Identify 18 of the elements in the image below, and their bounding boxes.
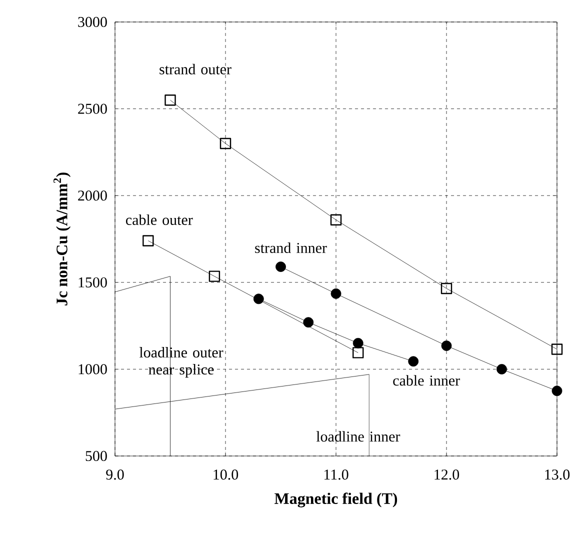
x-tick-label: 11.0 xyxy=(324,470,348,480)
x-axis-title: Magnetic field (T) xyxy=(274,492,398,508)
series-label: loadline inner xyxy=(316,431,400,442)
series-label: cable inner xyxy=(393,375,460,386)
y-tick-label: 3000 xyxy=(78,16,107,28)
y-tick-label: 500 xyxy=(86,450,107,462)
x-tick-label: 9.0 xyxy=(106,470,124,480)
y-tick-label: 1000 xyxy=(78,364,107,374)
y-tick-label: 1500 xyxy=(78,277,107,288)
x-tick-label: 10.0 xyxy=(214,470,238,480)
y-tick-label: 2000 xyxy=(78,190,107,201)
x-tick-label: 12.0 xyxy=(434,470,460,480)
series-label: strand inner xyxy=(255,242,327,254)
y-axis-title: Jc non-Cu (A/mm$^{2}$) xyxy=(54,172,71,306)
series-label: strand outer xyxy=(160,64,232,74)
series-label: cable outer xyxy=(126,214,193,225)
y-tick-label: 2500 xyxy=(78,104,107,114)
x-tick-label: 13.0 xyxy=(545,470,570,480)
